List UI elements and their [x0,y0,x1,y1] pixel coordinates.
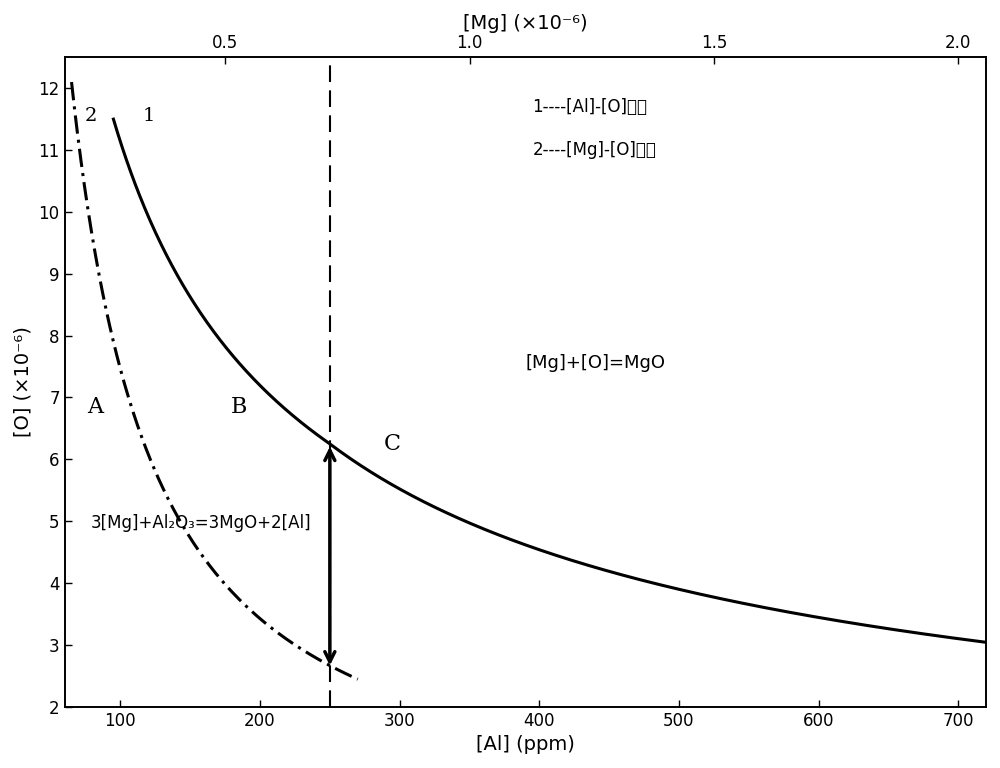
Y-axis label: [O] (×10⁻⁶): [O] (×10⁻⁶) [14,326,33,438]
Text: [Mg]+[O]=MgO: [Mg]+[O]=MgO [525,355,665,372]
Text: C: C [384,433,401,455]
Text: 2----[Mg]-[O]平衡: 2----[Mg]-[O]平衡 [532,141,656,159]
Text: 2: 2 [85,107,97,125]
Text: 1: 1 [142,107,155,125]
X-axis label: [Mg] (×10⁻⁶): [Mg] (×10⁻⁶) [463,14,588,33]
X-axis label: [Al] (ppm): [Al] (ppm) [476,735,575,754]
Text: 1----[Al]-[O]平衡: 1----[Al]-[O]平衡 [532,98,647,116]
Text: A: A [87,396,103,418]
Text: B: B [231,396,247,418]
Text: 3[Mg]+Al₂O₃=3MgO+2[Al]: 3[Mg]+Al₂O₃=3MgO+2[Al] [91,514,312,532]
